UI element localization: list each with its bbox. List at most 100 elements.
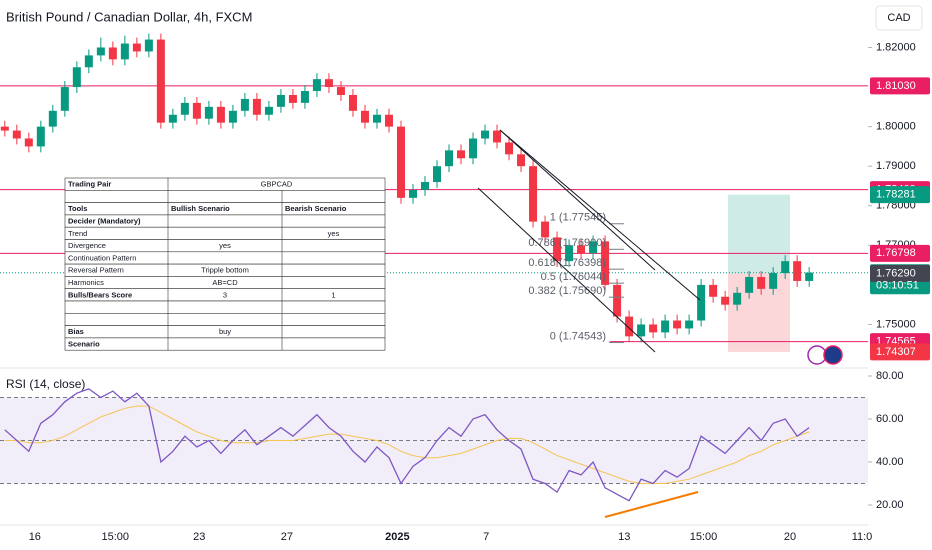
candle-body	[613, 284, 622, 317]
table-cell: buy	[219, 327, 231, 336]
x-tick-label: 23	[193, 531, 205, 543]
candle-body	[637, 324, 646, 337]
table-cell: Reversal Pattern	[68, 266, 124, 275]
currency-button[interactable]	[875, 5, 923, 31]
price-label: 1.81030	[876, 80, 916, 92]
fib-label: 0.786 (1.76900)	[528, 237, 606, 249]
currency-label: CAD	[887, 12, 910, 24]
candle-body	[565, 245, 574, 262]
rsi-title: RSI (14, close)	[6, 377, 85, 391]
x-tick-label: 13	[618, 531, 630, 543]
take-profit-zone	[728, 194, 790, 274]
candle-body	[144, 39, 153, 52]
table-row	[64, 190, 386, 203]
candle-body	[192, 102, 201, 119]
candle-body	[228, 110, 237, 123]
channel-upper	[499, 129, 656, 271]
candle-body	[168, 114, 177, 123]
price-label: 1.76290	[876, 267, 916, 279]
candle-body	[120, 43, 129, 60]
candle-body	[793, 261, 802, 281]
y-tick-label: 40.00	[876, 456, 904, 468]
candle-body	[312, 79, 321, 92]
table-cell: Scenario	[68, 340, 100, 349]
candle-body	[685, 320, 694, 329]
table-cell: 1	[331, 290, 335, 299]
candle-body	[24, 138, 33, 147]
candle-body	[252, 98, 261, 115]
channel-lower	[477, 187, 656, 353]
table-cell: Trading Pair	[68, 180, 111, 189]
candle-body	[661, 320, 670, 333]
x-tick-label: 2025	[385, 531, 409, 543]
candle-body	[300, 91, 309, 103]
table-cell: GBPCAD	[261, 180, 293, 189]
candle-body	[649, 324, 658, 333]
price-label-box	[870, 244, 930, 262]
price-label: 1.76798	[876, 247, 916, 259]
x-tick-label: 27	[281, 531, 293, 543]
candle-body	[12, 130, 21, 139]
candle-body	[757, 276, 766, 289]
rsi-line	[4, 388, 810, 502]
candle-body	[264, 106, 273, 115]
table-cell: Trend	[68, 229, 87, 238]
price-label: 1.78281	[876, 189, 916, 201]
fib-label: 0 (1.74543)	[550, 330, 606, 342]
candle-body	[180, 102, 189, 115]
candle-body	[445, 150, 454, 167]
table-row	[64, 300, 386, 314]
table-cell: Bulls/Bears Score	[68, 290, 132, 299]
table-cell: 3	[223, 290, 227, 299]
flag-icon[interactable]	[823, 345, 843, 365]
scenario-table: Trading Pair GBPCAD Tools Bullish Scenario B…	[64, 177, 386, 351]
candle-body	[84, 55, 93, 68]
y-tick-label: 1.79000	[876, 160, 916, 172]
x-tick-label: 15:00	[101, 531, 129, 543]
candle-body	[216, 106, 225, 123]
table-cell: Decider (Mandatory)	[68, 217, 141, 226]
candle-body	[360, 110, 369, 123]
fib-label: 0.5 (1.76044)	[541, 271, 606, 283]
x-tick-label: 11:0	[852, 531, 873, 543]
candle-body	[805, 272, 814, 281]
candle-body	[288, 94, 297, 103]
candle-body	[493, 130, 502, 143]
candle-body	[108, 47, 117, 60]
price-label-box	[870, 77, 930, 95]
table-row	[64, 177, 386, 191]
candle-body	[36, 126, 45, 147]
divergence-line	[604, 491, 699, 518]
candle-body	[745, 276, 754, 293]
candle-body	[336, 87, 345, 95]
candle-body	[276, 94, 285, 107]
y-tick-label: 20.00	[876, 499, 904, 511]
price-label-box	[870, 343, 930, 361]
candle-body	[384, 114, 393, 127]
candle-body	[505, 142, 514, 155]
candle-body	[589, 241, 598, 254]
candle-body	[721, 296, 730, 305]
table-cell: Continuation Pattern	[68, 253, 136, 262]
price-label: 1.74307	[876, 346, 916, 358]
candle-body	[396, 126, 405, 198]
candle-body	[673, 320, 682, 329]
candle-body	[697, 284, 706, 321]
candle-body	[156, 39, 165, 123]
candle-body	[433, 166, 442, 183]
table-cell: Tripple bottom	[201, 266, 249, 275]
y-tick-label: 1.75000	[876, 318, 916, 330]
y-tick-label: 1.80000	[876, 121, 916, 133]
x-tick-label: 20	[784, 531, 796, 543]
candle-body	[553, 237, 562, 262]
x-tick-label: 15:00	[690, 531, 718, 543]
candle-body	[469, 138, 478, 159]
candle-body	[132, 43, 141, 52]
table-cell: Harmonics	[68, 278, 104, 287]
candle-body	[625, 316, 634, 337]
candle-body	[348, 94, 357, 111]
candle-body	[457, 150, 466, 159]
candle-body	[529, 166, 538, 222]
table-cell: Bullish Scenario	[171, 204, 230, 213]
candle-body	[408, 189, 417, 198]
